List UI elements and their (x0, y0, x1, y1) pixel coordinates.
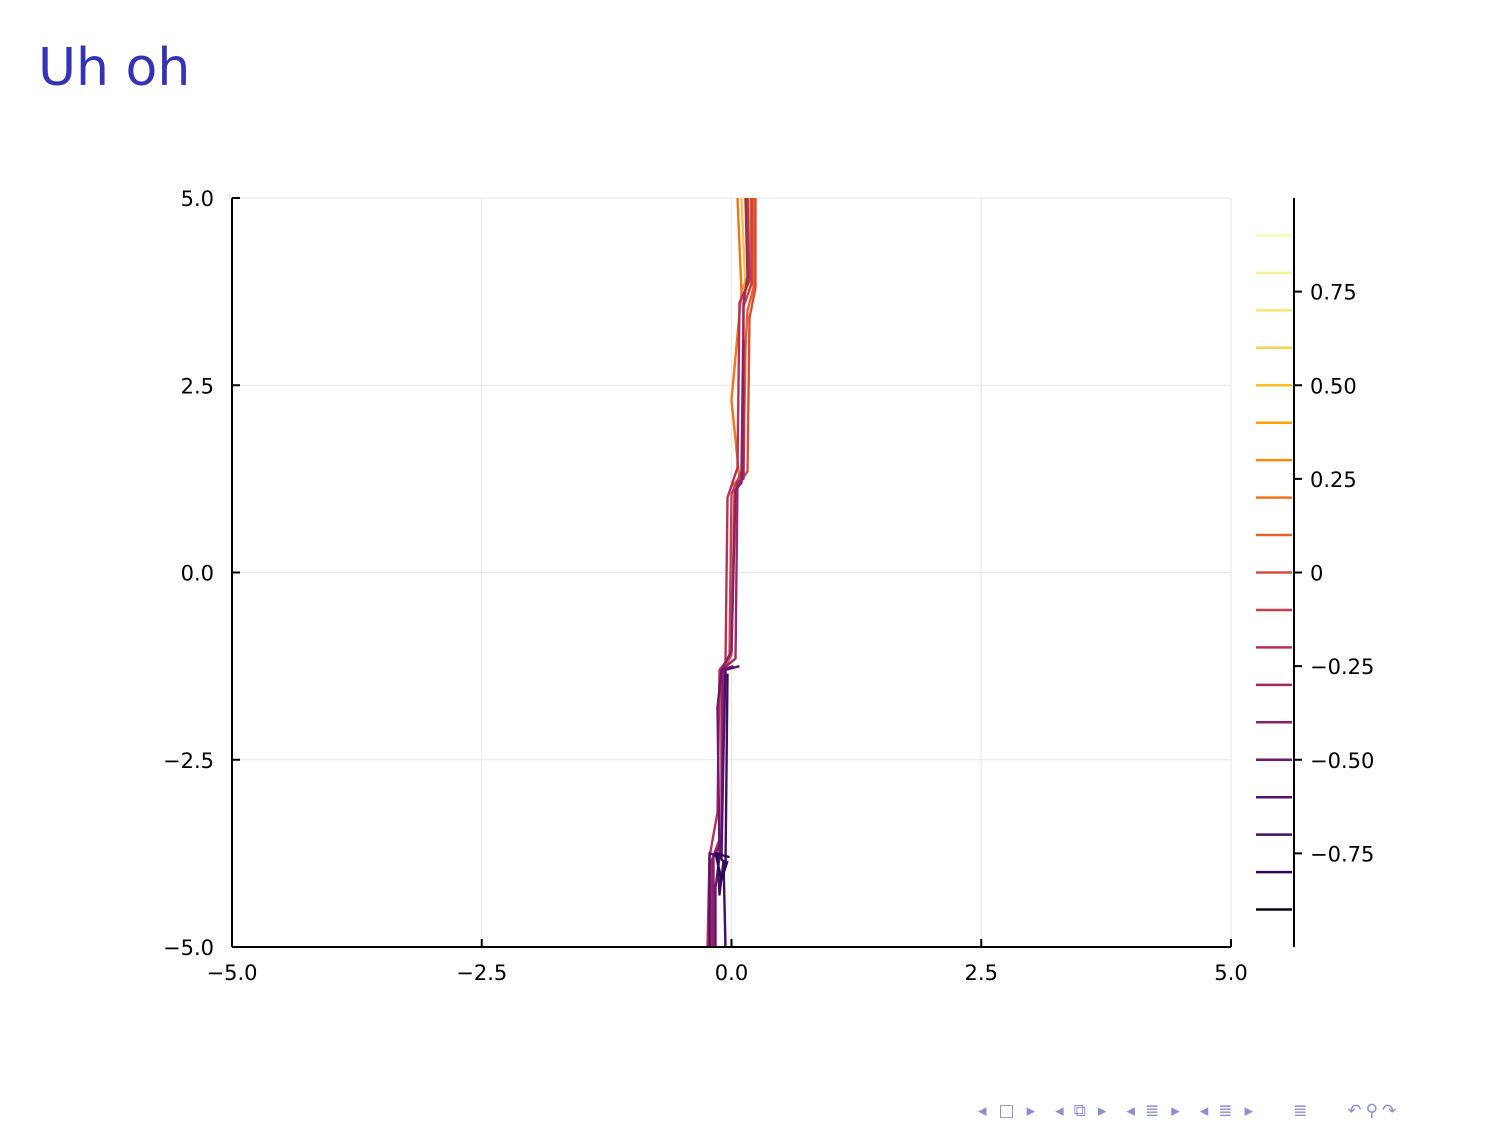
nav-doc-prev-icon[interactable]: ◂ (1199, 1100, 1209, 1121)
y-tick-label: −2.5 (163, 749, 214, 773)
nav-search-icon[interactable]: ⚲ (1365, 1100, 1379, 1121)
x-tick-label: 0.0 (715, 961, 748, 985)
contour-line (714, 664, 734, 947)
contour-line (710, 197, 749, 947)
nav-subsection-prev-icon[interactable]: ◂ (1055, 1100, 1064, 1121)
colorbar-tick-label: 0.50 (1310, 374, 1357, 398)
y-tick-label: 0.0 (181, 562, 214, 586)
x-tick-label: −2.5 (456, 961, 507, 985)
colorbar-tick-label: 0.75 (1310, 281, 1357, 305)
nav-frame-icon[interactable]: □ (998, 1100, 1015, 1121)
nav-undo-icon[interactable]: ↶ (1347, 1100, 1362, 1121)
contour-line (714, 852, 730, 881)
colorbar-tick-label: −0.25 (1310, 655, 1374, 679)
colorbar-tick-label: −0.50 (1310, 749, 1374, 773)
nav-frame-next-icon[interactable]: ▸ (1026, 1100, 1036, 1121)
colorbar-tick-label: 0 (1310, 562, 1323, 586)
x-tick-label: 2.5 (965, 961, 998, 985)
contour-line (722, 198, 757, 671)
nav-section-next-icon[interactable]: ▸ (1171, 1100, 1180, 1121)
y-tick-label: 5.0 (181, 187, 214, 211)
contour-line (708, 664, 740, 947)
x-tick-label: 5.0 (1214, 961, 1247, 985)
y-tick-label: −5.0 (163, 936, 214, 960)
colorbar: −0.75 −0.50 −0.25 0 0.25 0.50 0.75 (1256, 198, 1374, 947)
nav-doc-next-icon[interactable]: ▸ (1244, 1100, 1254, 1121)
nav-redo-icon[interactable]: ↷ (1382, 1100, 1397, 1121)
contour-line (730, 197, 743, 480)
nav-section-prev-icon[interactable]: ◂ (1126, 1100, 1135, 1121)
x-tick-label: −5.0 (207, 961, 258, 985)
beamer-navigation[interactable]: ◂ □ ▸ ◂ ⧉ ▸ ◂ ≣ ▸ ◂ ≣ ▸ ≣ ↶ ⚲ ↷ (978, 1098, 1396, 1124)
y-tick-label: 2.5 (181, 374, 214, 398)
nav-frame-prev-icon[interactable]: ◂ (978, 1100, 987, 1121)
nav-subsection-next-icon[interactable]: ▸ (1097, 1100, 1107, 1121)
nav-section-icon[interactable]: ≣ (1144, 1100, 1160, 1121)
nav-stack-icon[interactable]: ⧉ (1073, 1100, 1086, 1121)
nav-toc-icon[interactable]: ≣ (1293, 1100, 1308, 1121)
colorbar-tick-label: 0.25 (1310, 468, 1357, 492)
plot-axes: −5.0 −2.5 0.0 2.5 5.0 −5.0 −2.5 0.0 2.5 5.0 (163, 187, 1248, 985)
contour-lines (706, 197, 757, 948)
nav-doc-icon[interactable]: ≣ (1218, 1100, 1233, 1121)
colorbar-tick-label: −0.75 (1310, 842, 1374, 866)
slide-title: Uh oh (38, 38, 191, 98)
